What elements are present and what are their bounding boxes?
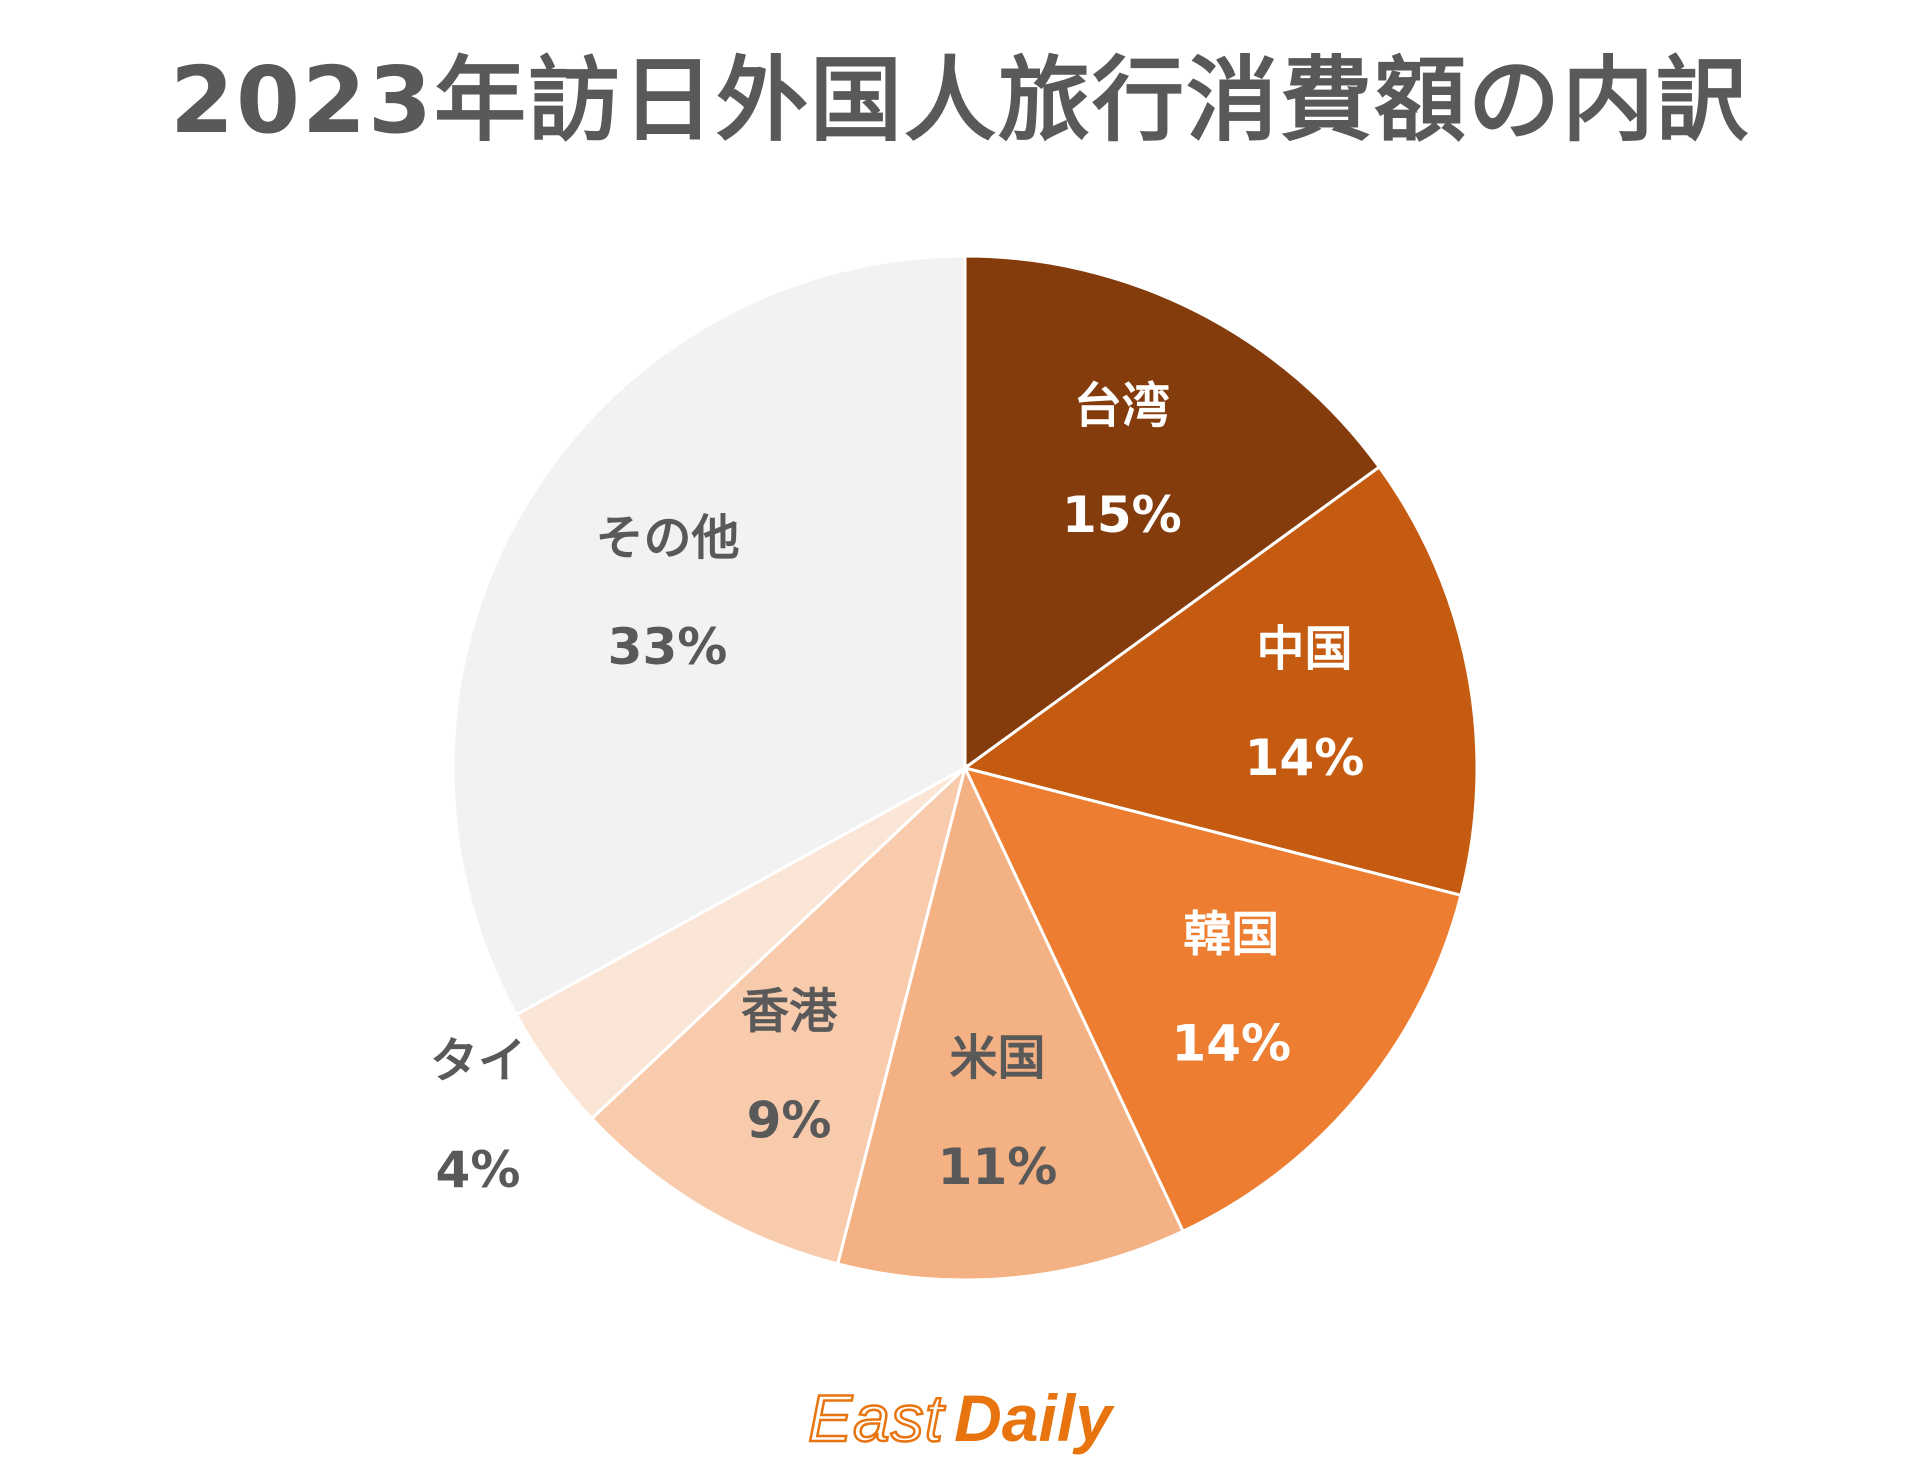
logo-east-text: East bbox=[807, 1381, 945, 1455]
pie-slice-2 bbox=[962, 765, 1463, 1234]
logo-daily-text: Daily bbox=[954, 1381, 1112, 1455]
slice-value-3: 11% bbox=[938, 1138, 1058, 1196]
pie-slice-3 bbox=[835, 763, 1185, 1282]
slice-label-0: 台湾 bbox=[1074, 378, 1170, 434]
east-daily-logo: East Daily bbox=[0, 1384, 1920, 1453]
slice-value-5: 4% bbox=[436, 1141, 521, 1199]
slice-label-5: タイ bbox=[430, 1033, 526, 1089]
slice-label-2: 韓国 bbox=[1183, 906, 1279, 962]
pie-slice-1 bbox=[961, 464, 1479, 898]
chart-title: 2023年訪日外国人旅行消費額の内訳 bbox=[169, 47, 1751, 154]
slice-value-2: 14% bbox=[1171, 1014, 1291, 1072]
slice-label-3: 米国 bbox=[950, 1030, 1046, 1086]
slice-value-1: 14% bbox=[1245, 729, 1365, 787]
slice-value-6: 33% bbox=[608, 618, 728, 676]
pie-slice-0 bbox=[963, 254, 1382, 771]
slice-value-0: 15% bbox=[1062, 486, 1182, 544]
pie-slice-6 bbox=[451, 254, 967, 1017]
slice-label-4: 香港 bbox=[741, 983, 838, 1039]
pie-slice-4 bbox=[589, 763, 968, 1266]
slice-label-6: その他 bbox=[596, 510, 740, 566]
slice-value-4: 9% bbox=[747, 1091, 832, 1149]
slice-label-1: 中国 bbox=[1256, 621, 1352, 677]
